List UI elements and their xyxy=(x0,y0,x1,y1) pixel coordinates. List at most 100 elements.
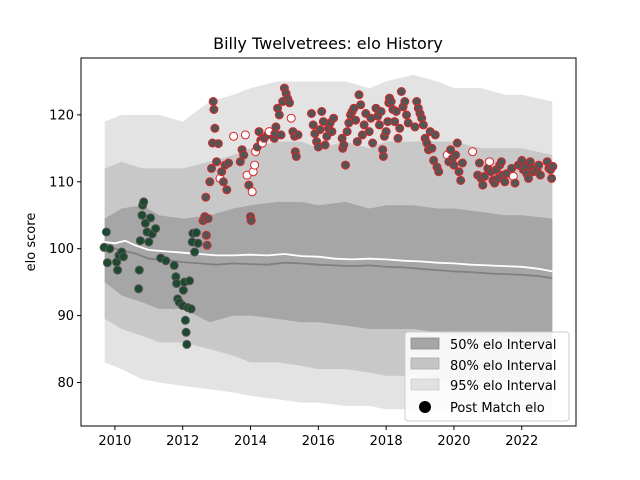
data-point xyxy=(410,122,420,132)
data-point xyxy=(434,167,444,177)
x-tick-label: 2020 xyxy=(437,434,470,449)
data-point xyxy=(224,158,233,168)
data-point xyxy=(203,214,213,224)
legend-label-post-match: Post Match elo xyxy=(450,401,545,416)
data-point xyxy=(547,173,557,183)
data-point xyxy=(178,285,188,295)
data-point xyxy=(391,107,401,116)
band-50 xyxy=(104,201,553,343)
data-point xyxy=(381,127,391,137)
data-point xyxy=(212,157,222,167)
y-tick-label: 90 xyxy=(57,309,74,324)
data-point xyxy=(480,171,489,181)
data-point xyxy=(101,227,111,237)
data-point xyxy=(478,180,488,190)
data-point xyxy=(118,252,128,262)
data-point xyxy=(186,304,196,314)
data-point xyxy=(218,177,228,187)
data-point xyxy=(210,123,220,133)
data-point xyxy=(359,120,369,130)
data-point xyxy=(403,118,413,128)
data-point xyxy=(317,107,327,116)
data-point xyxy=(182,339,192,349)
data-point xyxy=(137,210,147,220)
data-point xyxy=(395,123,405,133)
data-point xyxy=(247,187,257,197)
data-point xyxy=(185,276,194,286)
x-axis: 2010 2012 2014 2016 2018 2020 2022 xyxy=(98,426,538,449)
x-tick-label: 2018 xyxy=(370,434,403,449)
data-point xyxy=(102,258,112,268)
data-point xyxy=(402,110,411,120)
data-point xyxy=(240,130,250,140)
legend-label-95: 95% elo Interval xyxy=(450,379,557,394)
data-point xyxy=(180,315,190,325)
legend-label-50: 50% elo Interval xyxy=(450,338,557,353)
data-point xyxy=(202,240,212,250)
data-point xyxy=(364,127,374,137)
data-point xyxy=(339,140,349,150)
data-point xyxy=(452,138,462,148)
legend-marker-post-match xyxy=(419,401,431,413)
data-point xyxy=(351,115,361,125)
data-point xyxy=(286,113,296,123)
data-point xyxy=(396,87,406,96)
y-axis: 80 90 100 110 120 xyxy=(49,108,81,391)
data-point xyxy=(144,237,154,247)
data-point xyxy=(271,122,281,132)
legend-frame xyxy=(404,331,570,422)
data-point xyxy=(274,110,284,120)
data-point xyxy=(329,113,339,123)
data-point xyxy=(548,161,558,171)
data-point xyxy=(456,175,466,185)
y-tick-label: 100 xyxy=(49,242,74,257)
mean-line xyxy=(104,239,553,273)
data-point xyxy=(430,130,440,140)
data-point xyxy=(201,192,211,202)
data-point xyxy=(535,170,545,180)
data-point xyxy=(524,173,533,183)
y-tick-label: 120 xyxy=(49,108,74,123)
data-point xyxy=(276,130,286,140)
data-point xyxy=(246,216,256,226)
data-point xyxy=(172,279,182,288)
data-point xyxy=(213,139,223,149)
data-point xyxy=(193,238,203,248)
data-point xyxy=(400,97,410,106)
data-point xyxy=(207,163,216,173)
data-point xyxy=(201,230,211,240)
x-tick-label: 2010 xyxy=(98,434,131,449)
data-point xyxy=(139,197,149,207)
data-point xyxy=(368,138,378,148)
data-point xyxy=(496,157,506,167)
data-point xyxy=(534,160,544,170)
data-point xyxy=(209,105,219,114)
data-point xyxy=(140,218,150,228)
data-point xyxy=(320,140,330,150)
data-point xyxy=(356,100,366,110)
data-point xyxy=(105,244,115,254)
x-tick-label: 2012 xyxy=(166,434,199,449)
legend: 50% elo Interval 80% elo Interval 95% el… xyxy=(404,331,570,422)
data-point xyxy=(161,256,171,266)
data-point xyxy=(181,327,191,337)
data-point xyxy=(386,97,396,106)
data-point xyxy=(474,158,484,168)
plot-area xyxy=(99,74,558,416)
data-point xyxy=(485,157,494,167)
data-point xyxy=(341,160,350,170)
data-point xyxy=(468,147,478,157)
data-point xyxy=(169,260,179,270)
x-tick-label: 2022 xyxy=(505,434,538,449)
data-point xyxy=(308,120,318,130)
data-point xyxy=(449,160,459,170)
chart-title: Billy Twelvetrees: elo History xyxy=(213,34,443,53)
data-point xyxy=(354,90,364,100)
data-point xyxy=(134,265,144,275)
data-point xyxy=(418,120,428,130)
data-point xyxy=(500,177,510,187)
data-point xyxy=(291,151,301,161)
data-point xyxy=(254,127,264,137)
data-point xyxy=(205,177,215,187)
